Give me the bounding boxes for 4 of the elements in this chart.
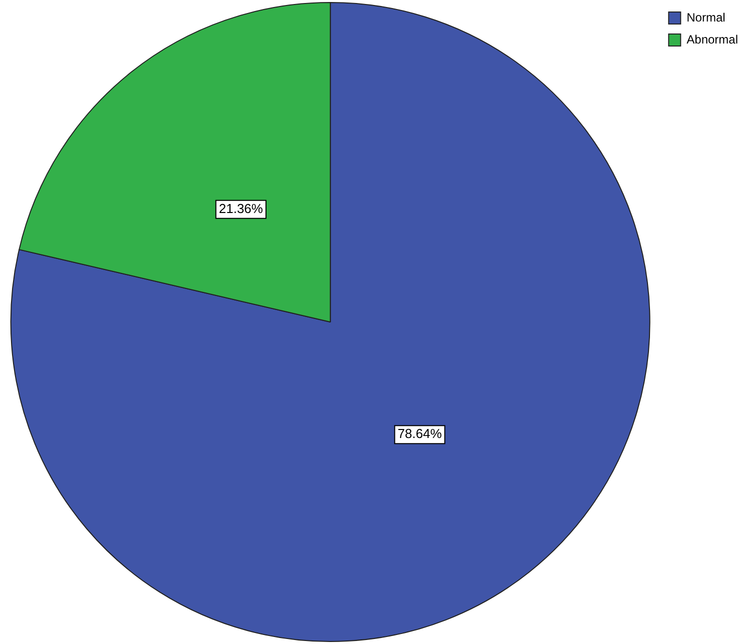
legend-label: Abnormal: [686, 32, 738, 46]
data-label: 21.36%: [218, 200, 264, 216]
data-label: 78.64%: [398, 426, 442, 442]
legend-label: Normal: [686, 10, 726, 24]
